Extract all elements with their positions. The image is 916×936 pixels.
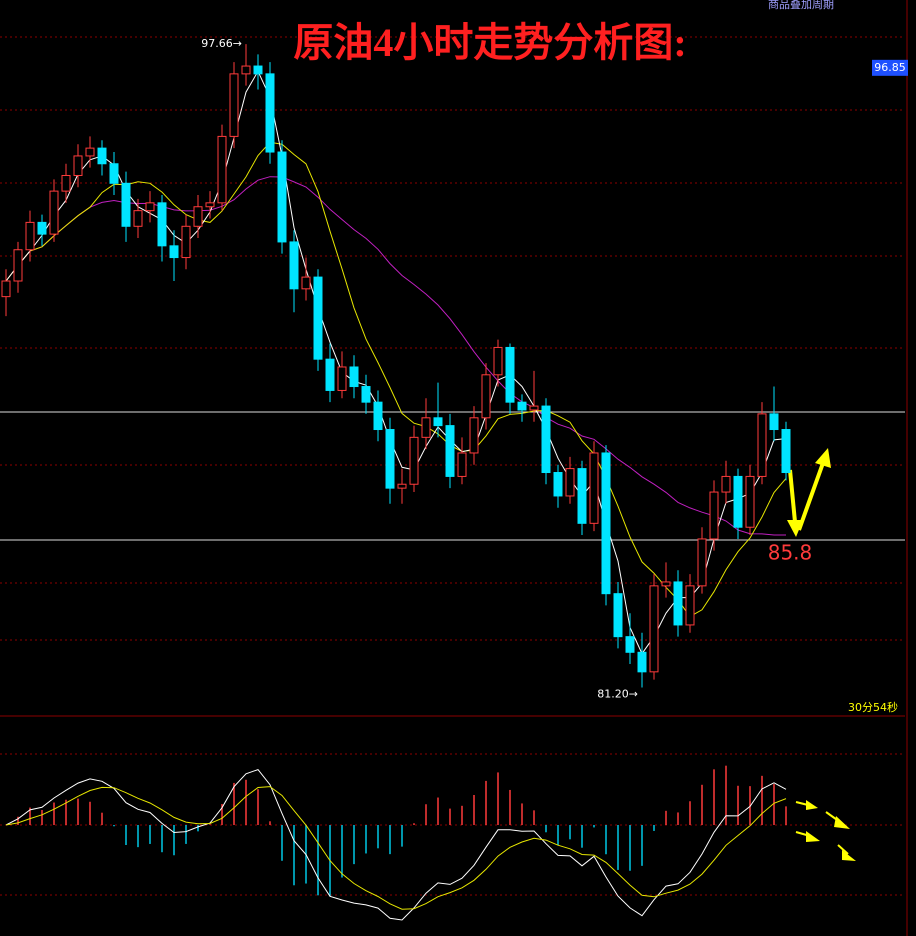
candle-body [565,468,575,497]
candle-body [121,182,131,227]
candle-body [553,472,563,497]
candle-body [589,452,599,524]
candle-body [337,366,347,391]
candle-body [517,401,527,411]
candle-body [409,436,419,485]
candle-body [769,413,779,431]
candle-body [157,202,167,247]
candle-body [277,151,287,243]
candle-body [169,245,179,259]
candle-body [649,585,659,673]
candle-body [13,249,23,282]
candle-body [637,651,647,673]
candle-body [541,405,551,474]
candle-body [601,452,611,595]
arrows [787,448,856,861]
menu-item[interactable]: 商品叠加 [768,0,812,11]
chart-title: 原油4小时走势分析图: [293,20,686,65]
candle-body [1,280,11,298]
candle-body [85,147,95,157]
candle-body [253,65,263,75]
candle-body [433,417,443,427]
price-tag-label: 96.85 [874,61,906,74]
candle-body [469,417,479,454]
candle-body [529,405,539,411]
candle-body [133,210,143,227]
candle-body [673,581,683,626]
candle-body [313,276,323,360]
candle-body [301,276,311,290]
candle-body [349,366,359,388]
candle-body [733,475,743,528]
candle-body [505,346,515,403]
candle-body [229,73,239,137]
price-tag [872,59,908,76]
candle-body [193,206,203,227]
countdown: 30分54秒 [848,700,898,714]
candle-body [361,386,371,403]
macd-line [5,786,787,910]
candle-body [781,429,791,474]
target-label: 85.8 [768,541,813,565]
candle-body [421,417,431,438]
candle-body [745,475,755,528]
candle-body [25,221,35,251]
candle-body [697,538,707,587]
candle-body [721,475,731,493]
candle-body [109,163,119,184]
grid [0,36,905,896]
candle-body [373,401,383,431]
candle-body [613,593,623,638]
candle-body [49,190,59,235]
candle-body [757,413,767,477]
candle-body [685,585,695,626]
candle-body [217,135,227,204]
high-label: 97.66→ [201,37,242,50]
candle-body [265,73,275,153]
ma-line [5,141,787,618]
candle-body [61,174,71,192]
candle-body [97,147,107,165]
candle-body [241,65,251,75]
candle-body [37,221,47,235]
candle-body [385,429,395,489]
candle-body [181,225,191,259]
candle-body [205,202,215,208]
candle-body [73,155,83,176]
candle-body [625,636,635,653]
candle-body [145,202,155,212]
candle-body [661,581,671,587]
candle-body [481,374,491,419]
candle-body [457,452,467,477]
macd-line [5,769,787,921]
low-label: 81.20→ [597,687,638,700]
candle-body [397,483,407,489]
candle-body [709,491,719,540]
candle-body [577,468,587,524]
menu-item[interactable]: 周期 [812,0,834,11]
candle-body [445,425,455,477]
candle-body [289,241,299,290]
candle-body [325,358,335,391]
candle-body [493,346,503,376]
